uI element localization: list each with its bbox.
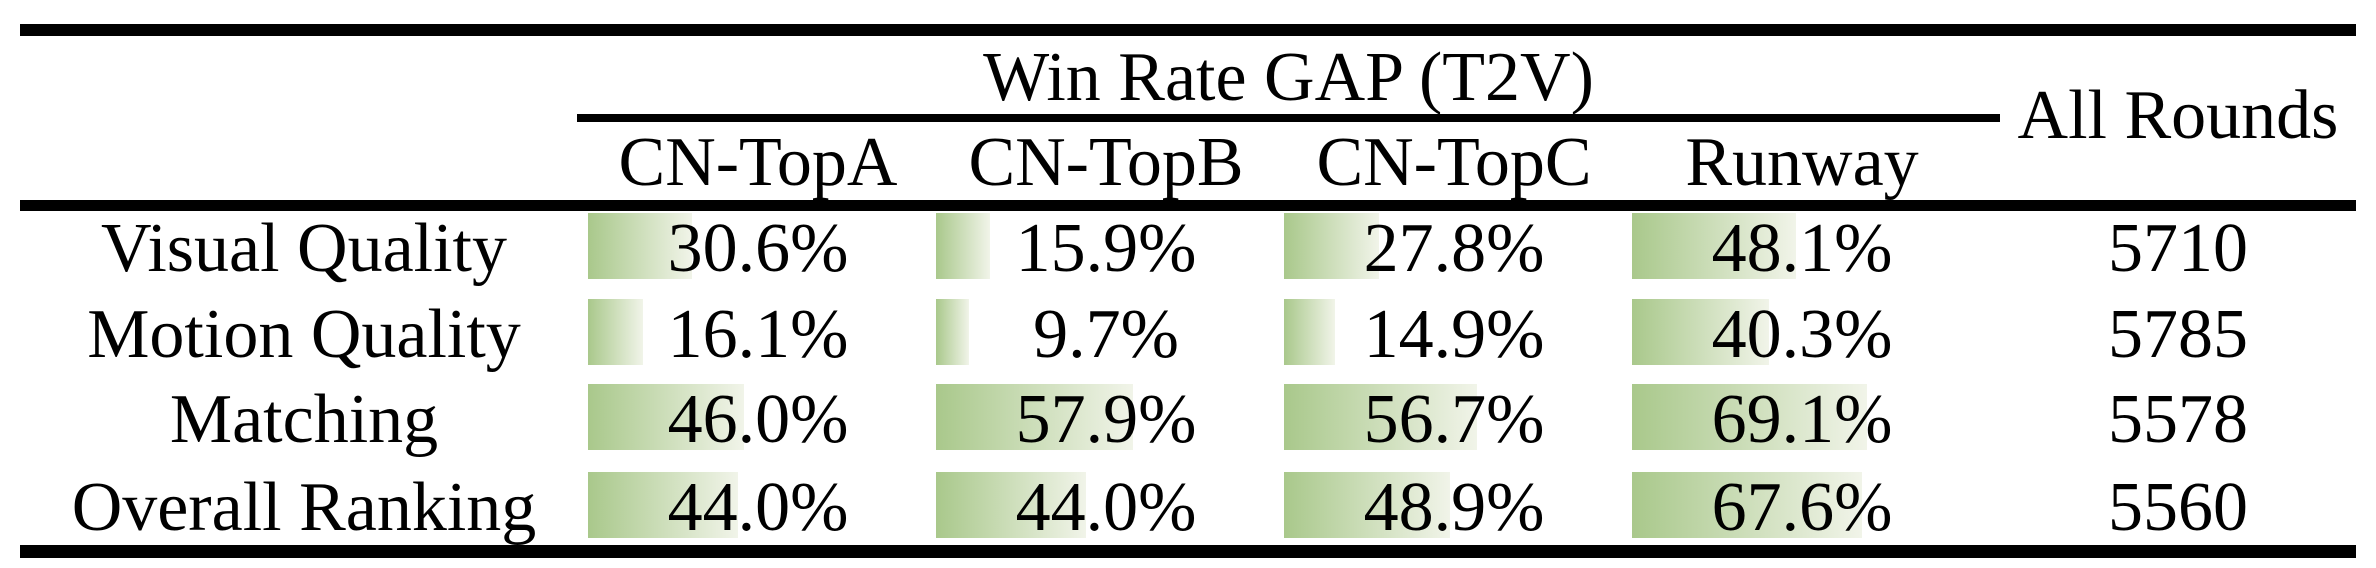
win-rate-bar	[1632, 213, 1796, 279]
win-rate-bar	[1284, 472, 1451, 538]
win-rate-value: 44.0%	[1015, 469, 1197, 546]
win-rate-value: 69.1%	[1711, 381, 1893, 458]
data-cell: 30.6%	[588, 213, 928, 285]
win-rate-bar	[1632, 299, 1770, 365]
win-rate-value: 57.9%	[1015, 381, 1197, 458]
column-header-cn-topc: CN-TopC	[1316, 124, 1592, 201]
header-rule	[20, 200, 2356, 211]
win-rate-bar	[588, 472, 738, 538]
all-rounds-value: 5710	[2108, 210, 2248, 287]
data-cell: 9.7%	[936, 299, 1276, 371]
win-rate-value: 56.7%	[1363, 381, 1545, 458]
win-rate-value: 46.0%	[667, 381, 849, 458]
table-title: Win Rate GAP (T2V)	[983, 39, 1594, 116]
data-cell: 69.1%	[1632, 384, 1972, 456]
all-rounds-value: 5578	[2108, 381, 2248, 458]
data-cell: 46.0%	[588, 384, 928, 456]
win-rate-bar	[1284, 384, 1477, 450]
data-cell: 56.7%	[1284, 384, 1624, 456]
data-cell: 44.0%	[588, 472, 928, 544]
win-rate-bar	[1284, 299, 1335, 365]
data-cell: 57.9%	[936, 384, 1276, 456]
win-rate-bar	[1632, 472, 1862, 538]
data-cell: 48.9%	[1284, 472, 1624, 544]
all-rounds-header: All Rounds	[2017, 77, 2339, 154]
row-label-overall-ranking: Overall Ranking	[71, 469, 537, 546]
subheader-rule	[577, 114, 2000, 122]
top-rule	[20, 24, 2356, 36]
win-rate-value: 9.7%	[1033, 296, 1179, 373]
win-rate-value: 15.9%	[1015, 210, 1197, 287]
row-label-motion-quality: Motion Quality	[87, 296, 521, 373]
data-cell: 44.0%	[936, 472, 1276, 544]
data-cell: 40.3%	[1632, 299, 1972, 371]
win-rate-bar	[936, 472, 1086, 538]
column-header-cn-topb: CN-TopB	[968, 124, 1244, 201]
win-rate-bar	[588, 213, 693, 279]
win-rate-bar	[1632, 384, 1867, 450]
all-rounds-value: 5785	[2108, 296, 2248, 373]
win-rate-bar	[1284, 213, 1379, 279]
win-rate-bar	[588, 299, 643, 365]
win-rate-bar	[588, 384, 745, 450]
win-rate-bar	[936, 384, 1133, 450]
win-rate-bar	[936, 299, 969, 365]
bottom-rule	[20, 545, 2356, 558]
row-label-matching: Matching	[169, 381, 439, 458]
all-rounds-value: 5560	[2108, 469, 2248, 546]
data-cell: 16.1%	[588, 299, 928, 371]
win-rate-value: 14.9%	[1363, 296, 1545, 373]
win-rate-value: 30.6%	[667, 210, 849, 287]
win-rate-value: 44.0%	[667, 469, 849, 546]
win-rate-value: 48.9%	[1363, 469, 1545, 546]
column-header-cn-topa: CN-TopA	[618, 124, 898, 201]
data-cell: 67.6%	[1632, 472, 1972, 544]
column-header-runway: Runway	[1685, 124, 1919, 201]
data-cell: 48.1%	[1632, 213, 1972, 285]
row-label-visual-quality: Visual Quality	[100, 210, 508, 287]
data-cell: 27.8%	[1284, 213, 1624, 285]
win-rate-bar	[936, 213, 991, 279]
win-rate-value: 27.8%	[1363, 210, 1545, 287]
data-cell: 14.9%	[1284, 299, 1624, 371]
win-rate-value: 48.1%	[1711, 210, 1893, 287]
win-rate-value: 67.6%	[1711, 469, 1893, 546]
data-cell: 15.9%	[936, 213, 1276, 285]
win-rate-value: 40.3%	[1711, 296, 1893, 373]
win-rate-value: 16.1%	[667, 296, 849, 373]
